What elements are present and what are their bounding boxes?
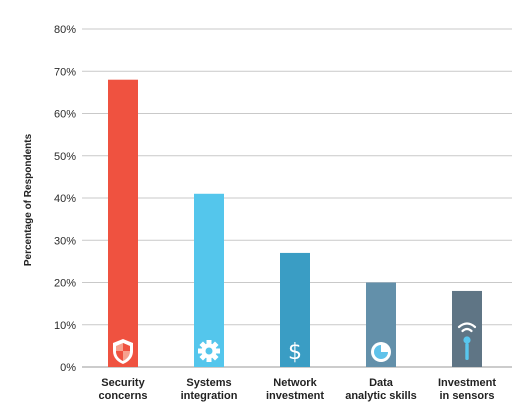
y-tick-label: 10% xyxy=(54,320,76,332)
svg-text:$: $ xyxy=(288,340,302,365)
y-axis-title: Percentage of Respondents xyxy=(23,133,34,266)
sensor-icon xyxy=(457,322,477,360)
dollar-icon: $ xyxy=(288,340,302,365)
y-tick-label: 50% xyxy=(54,151,76,163)
x-tick-label: Investment xyxy=(438,377,496,389)
y-axis-ticks: 0% 10% 20% 30% 40% 50% 60% 70% 80% xyxy=(54,24,76,374)
x-tick-label: integration xyxy=(181,390,238,402)
y-tick-label: 70% xyxy=(54,66,76,78)
y-tick-label: 30% xyxy=(54,235,76,247)
x-tick-label: investment xyxy=(266,390,324,402)
pie-chart-icon xyxy=(371,342,391,362)
bar xyxy=(108,79,138,367)
y-tick-label: 40% xyxy=(54,193,76,205)
bar-icons: $ xyxy=(113,322,477,365)
gridlines xyxy=(82,28,512,368)
x-tick-label: in sensors xyxy=(439,390,494,402)
y-tick-label: 80% xyxy=(54,24,76,36)
y-tick-label: 60% xyxy=(54,109,76,121)
gear-icon xyxy=(198,340,220,362)
bars xyxy=(108,79,482,367)
x-tick-label: concerns xyxy=(99,390,148,402)
y-tick-label: 0% xyxy=(60,362,76,374)
x-tick-label: analytic skills xyxy=(345,390,417,402)
bar xyxy=(280,252,310,367)
x-tick-label: Systems xyxy=(186,377,231,389)
y-tick-label: 20% xyxy=(54,278,76,290)
bar xyxy=(194,193,224,367)
shield-icon xyxy=(113,339,133,364)
x-tick-label: Security xyxy=(101,377,145,389)
x-tick-label: Data xyxy=(369,377,394,389)
x-tick-label: Network xyxy=(273,377,317,389)
